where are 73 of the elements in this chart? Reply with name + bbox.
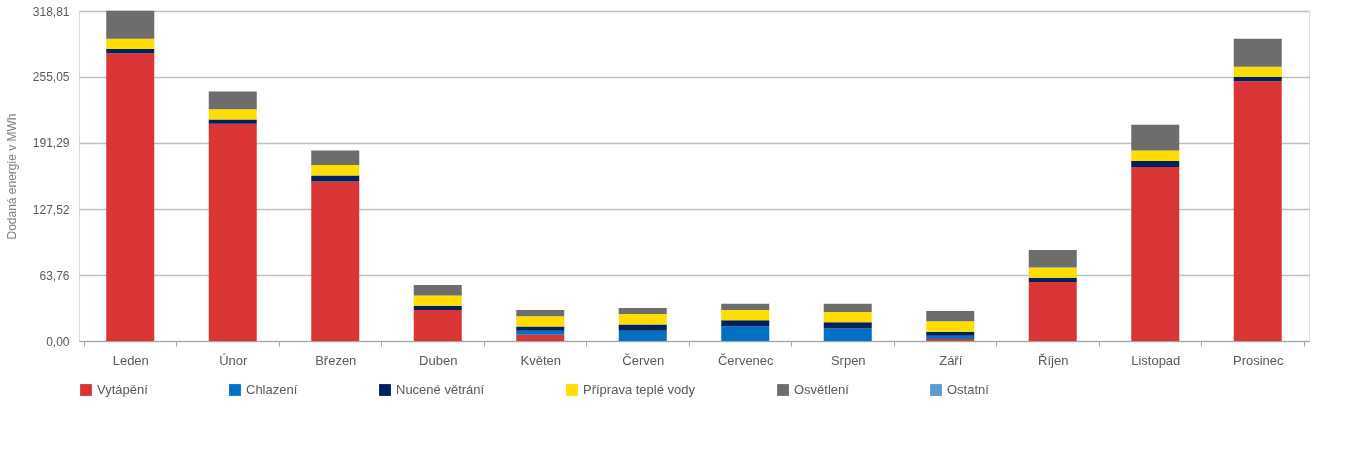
x-tick-label: Říjen (1038, 352, 1069, 368)
bar (721, 326, 770, 341)
x-tick-label: Květen (520, 352, 561, 368)
y-tick-label: 127,52 (32, 202, 70, 217)
bar (208, 119, 257, 124)
bar (311, 150, 360, 166)
bar (618, 307, 667, 315)
y-tick-label: 0,00 (46, 334, 70, 349)
bar (106, 10, 155, 39)
bar (721, 303, 770, 310)
bar (1131, 160, 1180, 168)
y-axis-title: Dodaná energie v MWh (4, 113, 19, 240)
bar (926, 331, 975, 336)
bar (1131, 124, 1180, 151)
bar (106, 38, 155, 50)
y-tick-label: 191,29 (32, 136, 70, 151)
bar (516, 316, 565, 327)
bar (516, 326, 565, 331)
x-tick-label: Červen (622, 352, 665, 368)
bar (413, 305, 462, 310)
legend-label: Ostatní (947, 382, 990, 397)
x-tick-label: Duben (419, 352, 458, 368)
x-tick-label: Srpen (830, 352, 866, 368)
y-tick-label: 255,05 (32, 70, 70, 85)
legend-label: Příprava teplé vody (583, 382, 696, 397)
bar (1028, 277, 1077, 282)
x-tick-label: Září (939, 352, 963, 368)
bar (1233, 81, 1282, 341)
bar (823, 328, 872, 341)
bar (413, 309, 462, 341)
bar (106, 53, 155, 341)
legend-label: Chlazení (246, 382, 298, 397)
bar (1233, 77, 1282, 82)
bar (516, 330, 565, 335)
bar (1028, 282, 1077, 341)
x-tick-label: Leden (112, 352, 149, 368)
bar (516, 309, 565, 317)
bar (823, 303, 872, 313)
bar (823, 312, 872, 323)
legend-label: Nucené větrání (396, 382, 485, 397)
y-tick-label: 63,76 (39, 268, 70, 283)
bar (1131, 167, 1180, 341)
x-tick-label: Červenec (717, 352, 775, 368)
bar (413, 285, 462, 296)
bar (618, 324, 667, 331)
bar (1028, 267, 1077, 278)
bar (1233, 66, 1282, 78)
bar (1233, 38, 1282, 67)
bar (926, 310, 975, 322)
bar (721, 320, 770, 327)
bar (1028, 249, 1077, 268)
bar (311, 165, 360, 176)
x-tick-label: Únor (219, 352, 248, 368)
bar (1131, 150, 1180, 161)
bar (106, 49, 155, 54)
bar (208, 91, 257, 110)
bar (311, 175, 360, 182)
bar (208, 123, 257, 341)
bar (721, 309, 770, 321)
bar (413, 295, 462, 306)
legend-label: Vytápění (97, 382, 149, 397)
y-tick-label: 318,81 (32, 4, 70, 19)
x-tick-label: Březen (315, 352, 357, 368)
bar (208, 109, 257, 120)
x-tick-label: Prosinec (1232, 352, 1285, 368)
bar (926, 321, 975, 332)
bar (823, 322, 872, 329)
bar (618, 314, 667, 325)
x-tick-label: Listopad (1131, 352, 1181, 368)
legend-label: Osvětlení (794, 382, 850, 397)
bar (311, 181, 360, 341)
bar (516, 334, 565, 341)
bar (618, 330, 667, 341)
